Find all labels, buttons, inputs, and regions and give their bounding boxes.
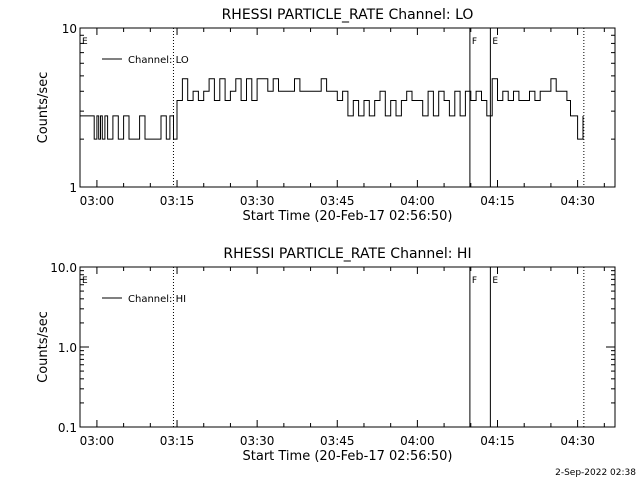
flag-marker-label: E (82, 276, 88, 286)
y-axis-label: Counts/sec (36, 72, 51, 144)
series-line-1 (80, 78, 584, 140)
legend-entry: Channel: LO (128, 55, 189, 66)
y-tick-label: 0.1 (58, 421, 77, 435)
x-tick-label: 03:15 (160, 434, 195, 448)
x-axis-label: Start Time (20-Feb-17 02:56:50) (243, 449, 453, 464)
legend-entry: Channel: HI (128, 294, 186, 305)
x-tick-label: 04:30 (560, 434, 595, 448)
chart-panel-2: RHESSI PARTICLE_RATE Channel: HI 03:00 03:… (36, 246, 616, 464)
x-tick-label: 03:30 (240, 434, 275, 448)
flag-marker-label: E (492, 276, 498, 286)
x-tick-label: 04:30 (560, 194, 595, 208)
y-tick-label: 10 (62, 22, 77, 36)
x-tick-label: 03:15 (160, 194, 195, 208)
chart-panel-1: RHESSI PARTICLE_RATE Channel: LO 03:00 03:… (36, 7, 616, 224)
y-tick-label: 1 (69, 181, 77, 195)
y-tick-label: 1.0 (58, 341, 77, 355)
flag-marker-label: F (472, 37, 477, 47)
footer-date: 2-Sep-2022 02:38 (555, 468, 636, 478)
x-tick-label: 04:00 (400, 194, 435, 208)
plot-frame (79, 266, 616, 428)
x-tick-label: 04:15 (480, 434, 515, 448)
chart-title: RHESSI PARTICLE_RATE Channel: LO (222, 7, 474, 23)
flag-marker-label: E (492, 37, 498, 47)
y-tick-label: 10.0 (50, 261, 77, 275)
chart-title: RHESSI PARTICLE_RATE Channel: HI (223, 246, 471, 262)
y-axis-label: Counts/sec (36, 311, 51, 383)
x-tick-label: 03:00 (80, 434, 115, 448)
flag-marker-label: E (82, 37, 88, 47)
x-tick-label: 03:30 (240, 194, 275, 208)
x-tick-label: 03:45 (320, 194, 355, 208)
x-axis-label: Start Time (20-Feb-17 02:56:50) (243, 209, 453, 224)
plot-frame (79, 27, 616, 188)
x-tick-label: 04:00 (400, 434, 435, 448)
x-tick-label: 03:00 (80, 194, 115, 208)
x-tick-label: 03:45 (320, 434, 355, 448)
flag-marker-label: F (472, 276, 477, 286)
x-tick-label: 04:15 (480, 194, 515, 208)
